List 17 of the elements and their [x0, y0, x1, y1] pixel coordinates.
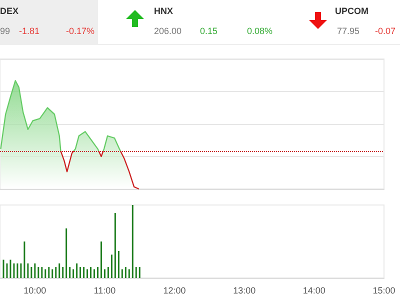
text: 99 — [0, 26, 10, 36]
x-tick-label: 12:00 — [163, 286, 186, 296]
text: HNX — [154, 6, 174, 16]
text: 0.08% — [247, 26, 273, 36]
text: UPCOM — [335, 6, 368, 16]
text: DEX — [0, 6, 19, 16]
x-tick-label: 13:00 — [233, 286, 256, 296]
text: -0.07 — [375, 26, 396, 36]
text: -1.81 — [19, 26, 40, 36]
x-tick-label: 15:00 — [372, 286, 396, 296]
x-tick-label: 14:00 — [302, 286, 326, 296]
x-tick-label: 10:00 — [24, 286, 46, 296]
text: 0.15 — [200, 26, 218, 36]
text: -0.17% — [66, 26, 95, 36]
x-tick-label: 11:00 — [94, 286, 116, 296]
text: 206.00 — [154, 26, 182, 36]
text: 77.95 — [337, 26, 360, 36]
